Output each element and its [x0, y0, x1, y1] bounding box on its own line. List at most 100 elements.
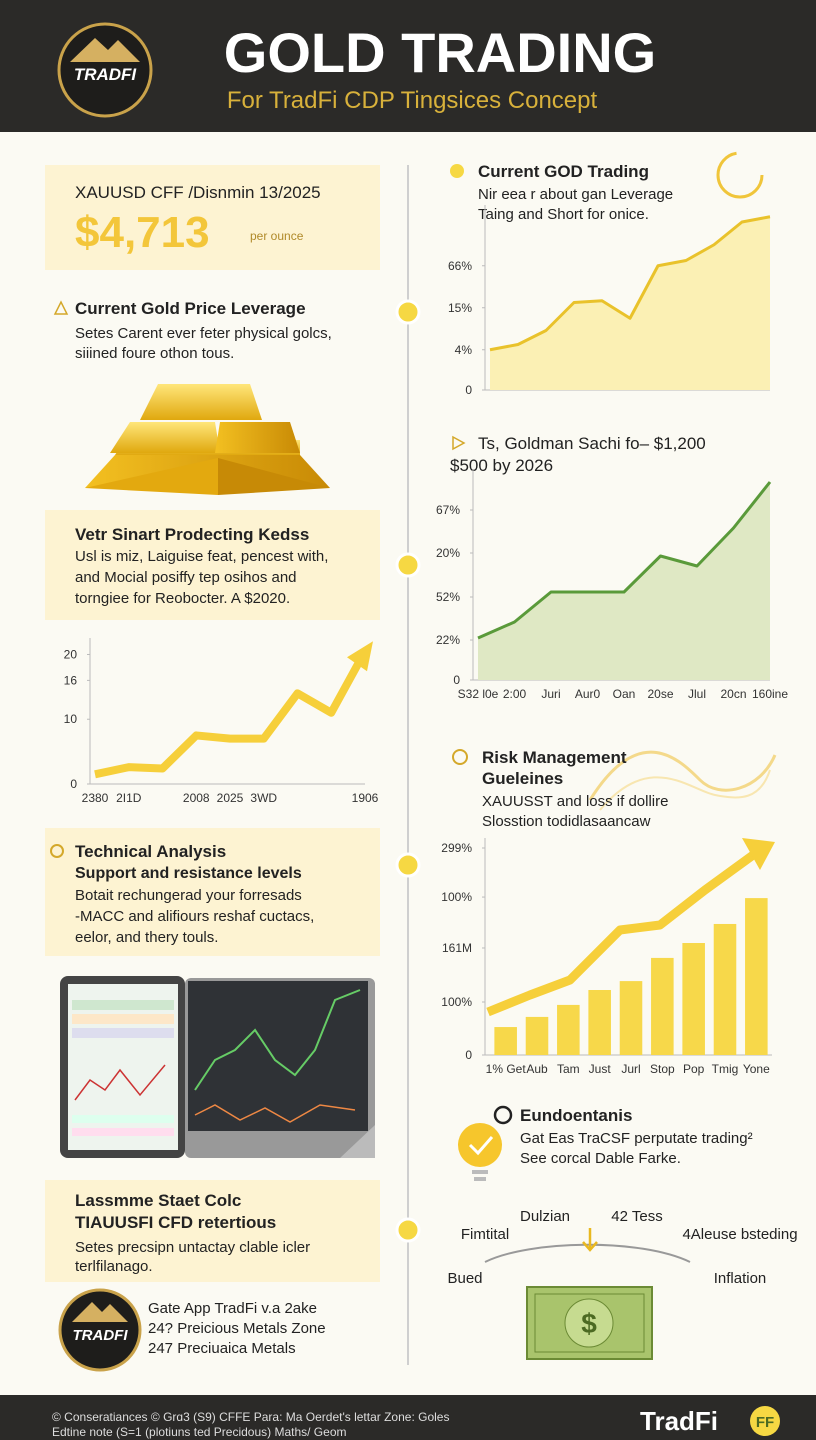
icon	[50, 844, 64, 858]
gold-bars	[85, 384, 330, 495]
x-tick-label: Juri	[541, 687, 560, 701]
x-tick-label: Yone	[743, 1062, 770, 1076]
text: Usl is miz, Laiguise feat, pencest with,	[75, 548, 328, 565]
brand-badge	[750, 1406, 780, 1436]
x-tick-label: 2025	[217, 791, 244, 805]
icon	[452, 749, 468, 765]
y-tick-label: 0	[465, 1048, 472, 1062]
logo-text: TRADFI	[73, 1327, 129, 1344]
bar	[682, 943, 705, 1055]
x-tick-label: 1906	[352, 791, 379, 805]
y-tick-label: 0	[453, 673, 460, 687]
chart: 0 4% 15% 66%	[448, 205, 771, 397]
arrow-head	[347, 641, 373, 672]
bar	[713, 923, 737, 1055]
card	[45, 1180, 380, 1282]
text: Gat Eas TraCSF perputate trading²	[520, 1130, 753, 1147]
y-tick-label: 20%	[436, 546, 460, 560]
y-tick-label: 100%	[441, 890, 472, 904]
y-tick-label: 16	[64, 673, 78, 687]
text: siiined foure othon tous.	[75, 345, 234, 362]
line	[94, 649, 369, 779]
text: -MACC and alifiours reshaf cuctacs,	[75, 908, 314, 925]
bar	[494, 1027, 517, 1055]
text: Taing and Short for onice.	[478, 206, 649, 223]
x-tick-label: Aur0	[575, 687, 601, 701]
timeline-dots	[395, 299, 421, 1243]
diagram-label: Inflation	[714, 1270, 767, 1287]
lightbulb	[458, 1123, 502, 1181]
area	[490, 216, 770, 390]
trend-arrow	[486, 846, 763, 1017]
text: $500 by 2026	[450, 456, 553, 475]
x-tick-label: 160ine	[752, 687, 788, 701]
x-tick-label: Stop	[650, 1062, 675, 1076]
logo	[58, 1288, 142, 1372]
text: See corcal Dable Farke.	[520, 1150, 681, 1167]
logo	[57, 22, 153, 118]
card	[45, 510, 380, 620]
x-tick-label: Oan	[613, 687, 636, 701]
line	[477, 481, 772, 640]
x-tick-label: Tmig	[712, 1062, 739, 1076]
text: Slosstion todidlasaancaw	[482, 813, 651, 830]
x-tick-label: Jlul	[688, 687, 706, 701]
icon	[450, 164, 464, 178]
x-tick-label: 3WD	[250, 791, 277, 805]
logo-text: TRADFI	[74, 65, 138, 84]
diagram-label: Bued	[447, 1270, 482, 1287]
y-tick-label: 10	[64, 712, 78, 726]
card	[45, 828, 380, 956]
text: 247 Preciuaica Metals	[148, 1340, 296, 1357]
area	[478, 482, 770, 680]
footer-text: © Conseratiances © Grɑ3 (S9) CFFE Para: …	[52, 1410, 449, 1424]
x-tick-label: 2380	[82, 791, 109, 805]
brand-badge-text: FF	[756, 1414, 774, 1431]
section-title: Gueleines	[482, 769, 563, 788]
section-title: Lassmme Staet Colc	[75, 1191, 241, 1210]
text: Setes Carent ever feter physical golcs,	[75, 325, 332, 342]
y-tick-label: 0	[70, 777, 77, 791]
icon	[493, 1105, 513, 1125]
y-tick-label: 52%	[436, 590, 460, 604]
icon	[716, 151, 764, 199]
y-tick-label: 100%	[441, 995, 472, 1009]
x-tick-label: Just	[589, 1062, 612, 1076]
text: 24? Preicious Metals Zone	[148, 1320, 326, 1337]
chart: 0 22% 52% 20% 67% S32 l0e 2:00 Juri Aur0 Oan 20se J…	[436, 470, 788, 701]
footer	[0, 1395, 816, 1440]
banknote: $	[526, 1286, 653, 1360]
subtitle: Support and resistance levels	[75, 865, 302, 882]
text: Botait rechungerad your forresads	[75, 887, 302, 904]
section-title: Technical Analysis	[75, 842, 226, 861]
x-tick-label: 2I1D	[116, 791, 142, 805]
banknote-symbol: $	[581, 1308, 597, 1339]
price-label: XAUUSD CFF /Disnmin 13/2025	[75, 183, 321, 202]
x-tick-label: Jurl	[621, 1062, 640, 1076]
section-title: Current GOD Trading	[478, 162, 649, 181]
diagram-label: 42 Tess	[611, 1208, 662, 1225]
icon	[452, 435, 466, 451]
text: terlfilanago.	[75, 1258, 153, 1275]
price-unit: per ounce	[250, 229, 304, 243]
x-tick-label: Pop	[683, 1062, 705, 1076]
diagram-label: Dulzian	[520, 1208, 570, 1225]
x-tick-label: Aub	[526, 1062, 548, 1076]
bar	[525, 1016, 549, 1055]
logo-mountain	[70, 38, 140, 62]
line	[489, 215, 771, 352]
chart: 0 10 16 20 2380 2I1D 2008 2025 3WD 1906	[64, 638, 379, 805]
text: eelor, and thery touls.	[75, 929, 218, 946]
text: Ts, Goldman Sachi fo– $1,200	[478, 434, 706, 453]
bar	[651, 957, 674, 1055]
bar	[745, 898, 768, 1055]
text: Nir eea r about gan Leverage	[478, 186, 673, 203]
bar	[588, 990, 611, 1055]
bar	[619, 981, 643, 1055]
price-card	[45, 165, 380, 270]
bar	[557, 1004, 580, 1055]
x-tick-label: 2008	[183, 791, 210, 805]
y-tick-label: 4%	[455, 343, 473, 357]
footer-text: Edtine note (S=1 (plotiuns ted Precidous…	[52, 1425, 347, 1439]
x-tick-label: 20cn	[720, 687, 746, 701]
